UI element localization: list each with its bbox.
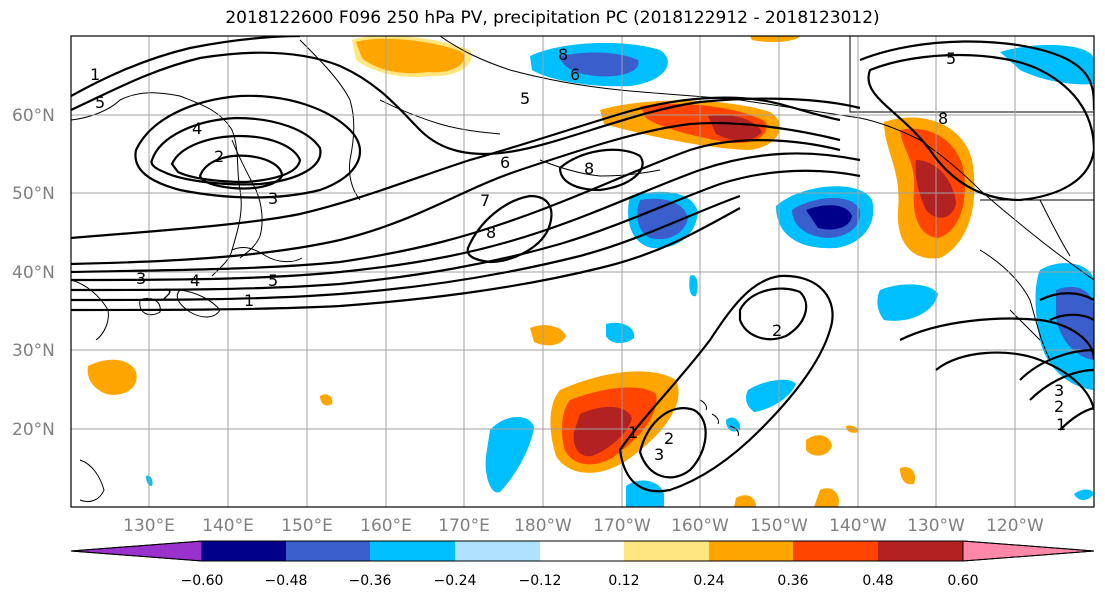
contour-label: 5 — [268, 271, 278, 290]
contour-label: 5 — [946, 49, 956, 68]
contour-label: 2 — [1054, 397, 1064, 416]
colorbar-tick-label: 0.24 — [693, 573, 724, 589]
colorbar-segment — [286, 541, 370, 561]
lat-label: 40°N — [12, 263, 55, 283]
contour-label: 2 — [772, 321, 782, 340]
colorbar-tick-label: 0.12 — [608, 573, 639, 589]
lat-label: 20°N — [12, 420, 55, 440]
colorbar-tick-label: −0.12 — [519, 573, 562, 589]
contour-label: 2 — [214, 147, 224, 166]
lon-label: 140°E — [202, 516, 254, 536]
contour-label: 8 — [584, 159, 594, 178]
colorbar-tick-label: 0.36 — [777, 573, 808, 589]
lat-label: 30°N — [12, 341, 55, 361]
colorbar-segment — [540, 541, 624, 561]
contour-label: 3 — [1054, 381, 1064, 400]
longitude-labels: 130°E 140°E 150°E 160°E 170°E 180°W 170°… — [123, 516, 1044, 536]
contour-label: 6 — [500, 153, 510, 172]
latitude-labels: 60°N 50°N 40°N 30°N 20°N — [12, 106, 55, 440]
contour-label: 8 — [938, 109, 948, 128]
colorbar — [70, 540, 1095, 562]
colorbar-tick-label: 0.48 — [862, 573, 893, 589]
colorbar-extend-max — [962, 540, 1095, 562]
colorbar-tick-label: −0.60 — [181, 573, 224, 589]
lon-label: 140°W — [829, 516, 887, 536]
colorbar-tick-labels: −0.60 −0.48 −0.36 −0.24 −0.12 0.12 0.24 … — [181, 573, 979, 589]
lon-label: 120°W — [986, 516, 1044, 536]
lat-label: 50°N — [12, 184, 55, 204]
colorbar-tick-label: −0.24 — [434, 573, 477, 589]
contour-label: 2 — [664, 429, 674, 448]
lon-label: 130°W — [907, 516, 965, 536]
contour-label: 1 — [628, 423, 638, 442]
lon-label: 170°E — [438, 516, 490, 536]
colorbar-tick-label: 0.60 — [947, 573, 978, 589]
contour-label: 8 — [486, 223, 496, 242]
colorbar-outline — [70, 540, 1095, 562]
contour-label: 5 — [520, 89, 530, 108]
colorbar-segment — [624, 541, 709, 561]
lon-label: 150°E — [281, 516, 333, 536]
contour-label: 4 — [192, 119, 202, 138]
colorbar-segment — [455, 541, 540, 561]
contour-labels: 5 4 2 3 1 5 8 6 5 4 3 2 1 6 7 8 8 5 8 2 … — [90, 45, 1066, 464]
lon-label: 160°W — [671, 516, 729, 536]
lon-label: 130°E — [123, 516, 175, 536]
lon-label: 160°E — [360, 516, 412, 536]
colorbar-extend-min — [70, 540, 203, 562]
contour-label: 1 — [244, 291, 254, 310]
precip-positive-shading — [87, 36, 975, 507]
contour-label: 7 — [480, 191, 490, 210]
contour-label: 3 — [654, 445, 664, 464]
pv-contours — [71, 36, 1094, 493]
contour-label: 2 — [162, 285, 172, 304]
colorbar-tick-label: −0.36 — [349, 573, 392, 589]
map-frame — [70, 35, 1095, 508]
lat-label: 60°N — [12, 106, 55, 126]
contour-label: 5 — [95, 93, 105, 112]
contour-label: 1 — [90, 65, 100, 84]
contour-label: 3 — [268, 189, 278, 208]
map-title: 2018122600 F096 250 hPa PV, precipitatio… — [225, 8, 880, 28]
colorbar-tick-label: −0.48 — [265, 573, 308, 589]
precip-negative-shading — [146, 42, 1094, 507]
contour-label: 4 — [190, 271, 200, 290]
contour-label: 6 — [570, 65, 580, 84]
contour-label: 8 — [558, 45, 568, 64]
colorbar-segment — [202, 541, 286, 561]
lon-label: 170°W — [593, 516, 651, 536]
graticule — [71, 36, 1094, 507]
lon-label: 180°W — [514, 516, 572, 536]
colorbar-segment — [793, 541, 878, 561]
contour-label: 3 — [136, 269, 146, 288]
lon-label: 150°W — [750, 516, 808, 536]
colorbar-segment — [370, 541, 455, 561]
contour-label: 1 — [1056, 415, 1066, 434]
colorbar-segment — [878, 541, 963, 561]
colorbar-segment — [709, 541, 793, 561]
map-area: 5 4 2 3 1 5 8 6 5 4 3 2 1 6 7 8 8 5 8 2 … — [71, 36, 1094, 507]
